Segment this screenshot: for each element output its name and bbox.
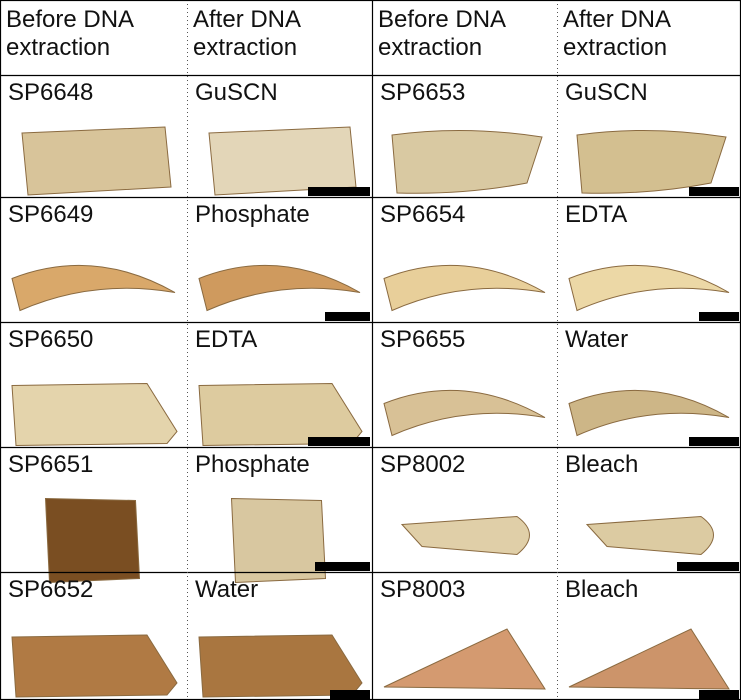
cell-label: SP6648: [8, 79, 94, 106]
specimen-photo: [568, 628, 730, 690]
scale-bar: [699, 690, 739, 699]
scale-bar: [315, 562, 370, 571]
cell-label: Bleach: [565, 451, 639, 478]
cell-label: Water: [195, 576, 259, 603]
column-header: After DNA extraction: [563, 6, 670, 61]
specimen-photo: [576, 129, 727, 194]
specimen-photo: [383, 264, 546, 312]
cell-label: Phosphate: [195, 451, 310, 478]
cell-label: GuSCN: [195, 79, 278, 106]
cell-label: SP8002: [380, 451, 466, 478]
scale-bar: [308, 437, 370, 446]
column-header: Before DNA extraction: [378, 6, 505, 61]
specimen-photo: [198, 264, 361, 312]
scale-bar: [689, 437, 739, 446]
specimen-photo: [400, 515, 530, 556]
specimen-photo: [198, 634, 363, 698]
specimen-photo: [21, 126, 172, 196]
specimen-photo: [568, 389, 730, 437]
cell-label: SP6654: [380, 201, 466, 228]
scale-bar: [325, 312, 370, 321]
specimen-photo: [208, 126, 357, 196]
cell-label: SP6655: [380, 326, 466, 353]
cell-label: EDTA: [195, 326, 258, 353]
cell-label: SP6652: [8, 576, 94, 603]
cell-label: SP8003: [380, 576, 466, 603]
specimen-photo: [383, 389, 546, 437]
specimen-photo: [11, 382, 178, 447]
cell-label: SP6653: [380, 79, 466, 106]
cell-label: SP6649: [8, 201, 94, 228]
specimen-photo: [11, 264, 176, 312]
specimen-photo: [198, 382, 363, 447]
column-header: Before DNA extraction: [6, 6, 133, 61]
cell-label: GuSCN: [565, 79, 648, 106]
cell-label: SP6650: [8, 326, 94, 353]
cell-label: Phosphate: [195, 201, 310, 228]
specimen-photo: [383, 628, 546, 690]
scale-bar: [689, 187, 739, 196]
specimen-photo: [44, 497, 141, 584]
specimen-photo: [568, 264, 730, 312]
column-header: After DNA extraction: [193, 6, 300, 61]
scale-bar: [677, 562, 739, 571]
cell-label: EDTA: [565, 201, 628, 228]
cell-label: Bleach: [565, 576, 639, 603]
cell-label: Water: [565, 326, 629, 353]
scale-bar: [308, 187, 370, 196]
specimen-photo: [11, 634, 178, 698]
scale-bar: [330, 690, 370, 699]
scale-bar: [699, 312, 739, 321]
specimen-photo: [391, 129, 543, 194]
specimen-photo: [585, 515, 714, 556]
cell-label: SP6651: [8, 451, 94, 478]
specimen-photo: [230, 497, 327, 584]
